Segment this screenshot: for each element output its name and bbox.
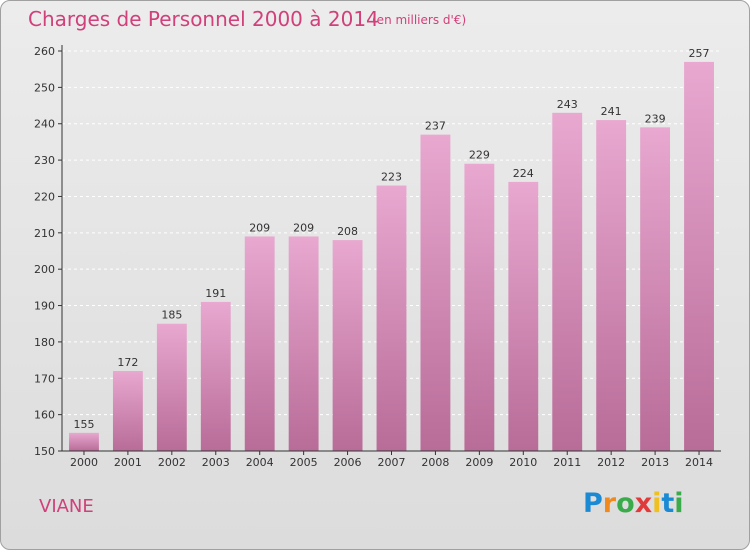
x-tick-label: 2003 <box>202 456 230 469</box>
data-label: 155 <box>73 418 94 431</box>
unit-note: (en milliers d'€) <box>372 13 467 27</box>
data-label: 229 <box>469 149 490 162</box>
y-tick-label: 200 <box>34 263 55 276</box>
data-label: 239 <box>645 112 666 125</box>
x-tick-label: 2011 <box>553 456 581 469</box>
x-tick-label: 2013 <box>641 456 669 469</box>
bar <box>640 127 671 451</box>
x-tick-label: 2002 <box>158 456 186 469</box>
data-label: 208 <box>337 225 358 238</box>
data-label: 243 <box>557 98 578 111</box>
data-label: 191 <box>205 287 226 300</box>
x-tick-label: 2008 <box>421 456 449 469</box>
x-tick-label: 2004 <box>246 456 274 469</box>
bar <box>200 301 231 451</box>
bar <box>112 371 143 451</box>
x-tick-label: 2000 <box>70 456 98 469</box>
data-label: 209 <box>293 221 314 234</box>
bar <box>332 240 363 451</box>
bar <box>69 432 99 451</box>
x-tick-label: 2009 <box>465 456 493 469</box>
data-label: 209 <box>249 221 270 234</box>
bar <box>244 236 275 451</box>
logo-letter: P <box>583 488 603 519</box>
data-label: 185 <box>161 309 182 322</box>
commune-name: VIANE <box>39 496 94 517</box>
logo-letter: i <box>674 488 684 519</box>
y-tick-label: 160 <box>34 409 55 422</box>
y-tick-label: 250 <box>34 81 55 94</box>
x-tick-label: 2012 <box>597 456 625 469</box>
logo-letter: t <box>661 488 675 519</box>
chart-title: Charges de Personnel 2000 à 2014 <box>28 7 379 31</box>
x-tick-label: 2014 <box>685 456 713 469</box>
logo-letter: o <box>616 488 635 519</box>
bar <box>420 134 451 452</box>
y-tick-label: 210 <box>34 227 55 240</box>
data-label: 223 <box>381 171 402 184</box>
proxiti-logo: Proxiti <box>583 488 684 519</box>
data-label: 237 <box>425 120 446 133</box>
bar <box>552 112 583 452</box>
y-tick-label: 170 <box>34 372 55 385</box>
logo-letter: r <box>602 488 617 519</box>
x-tick-label: 2010 <box>509 456 537 469</box>
x-tick-label: 2001 <box>114 456 142 469</box>
logo-letter: x <box>634 488 653 519</box>
y-tick-label: 230 <box>34 154 55 167</box>
bar <box>596 120 627 451</box>
y-tick-label: 260 <box>34 45 55 58</box>
bar <box>156 323 187 451</box>
bar <box>684 61 714 452</box>
y-tick-label: 220 <box>34 190 55 203</box>
bar <box>464 163 495 451</box>
x-tick-label: 2007 <box>378 456 406 469</box>
data-label: 224 <box>513 167 534 180</box>
logo-letter: i <box>652 488 662 519</box>
y-tick-label: 190 <box>34 300 55 313</box>
y-tick-label: 240 <box>34 118 55 131</box>
bar <box>508 181 539 451</box>
data-label: 257 <box>689 47 710 60</box>
data-label: 172 <box>117 356 138 369</box>
y-tick-label: 180 <box>34 336 55 349</box>
bar <box>288 236 319 451</box>
data-label: 241 <box>601 105 622 118</box>
bar <box>376 185 407 451</box>
y-tick-label: 150 <box>34 445 55 458</box>
x-tick-label: 2005 <box>290 456 318 469</box>
x-tick-label: 2006 <box>334 456 362 469</box>
